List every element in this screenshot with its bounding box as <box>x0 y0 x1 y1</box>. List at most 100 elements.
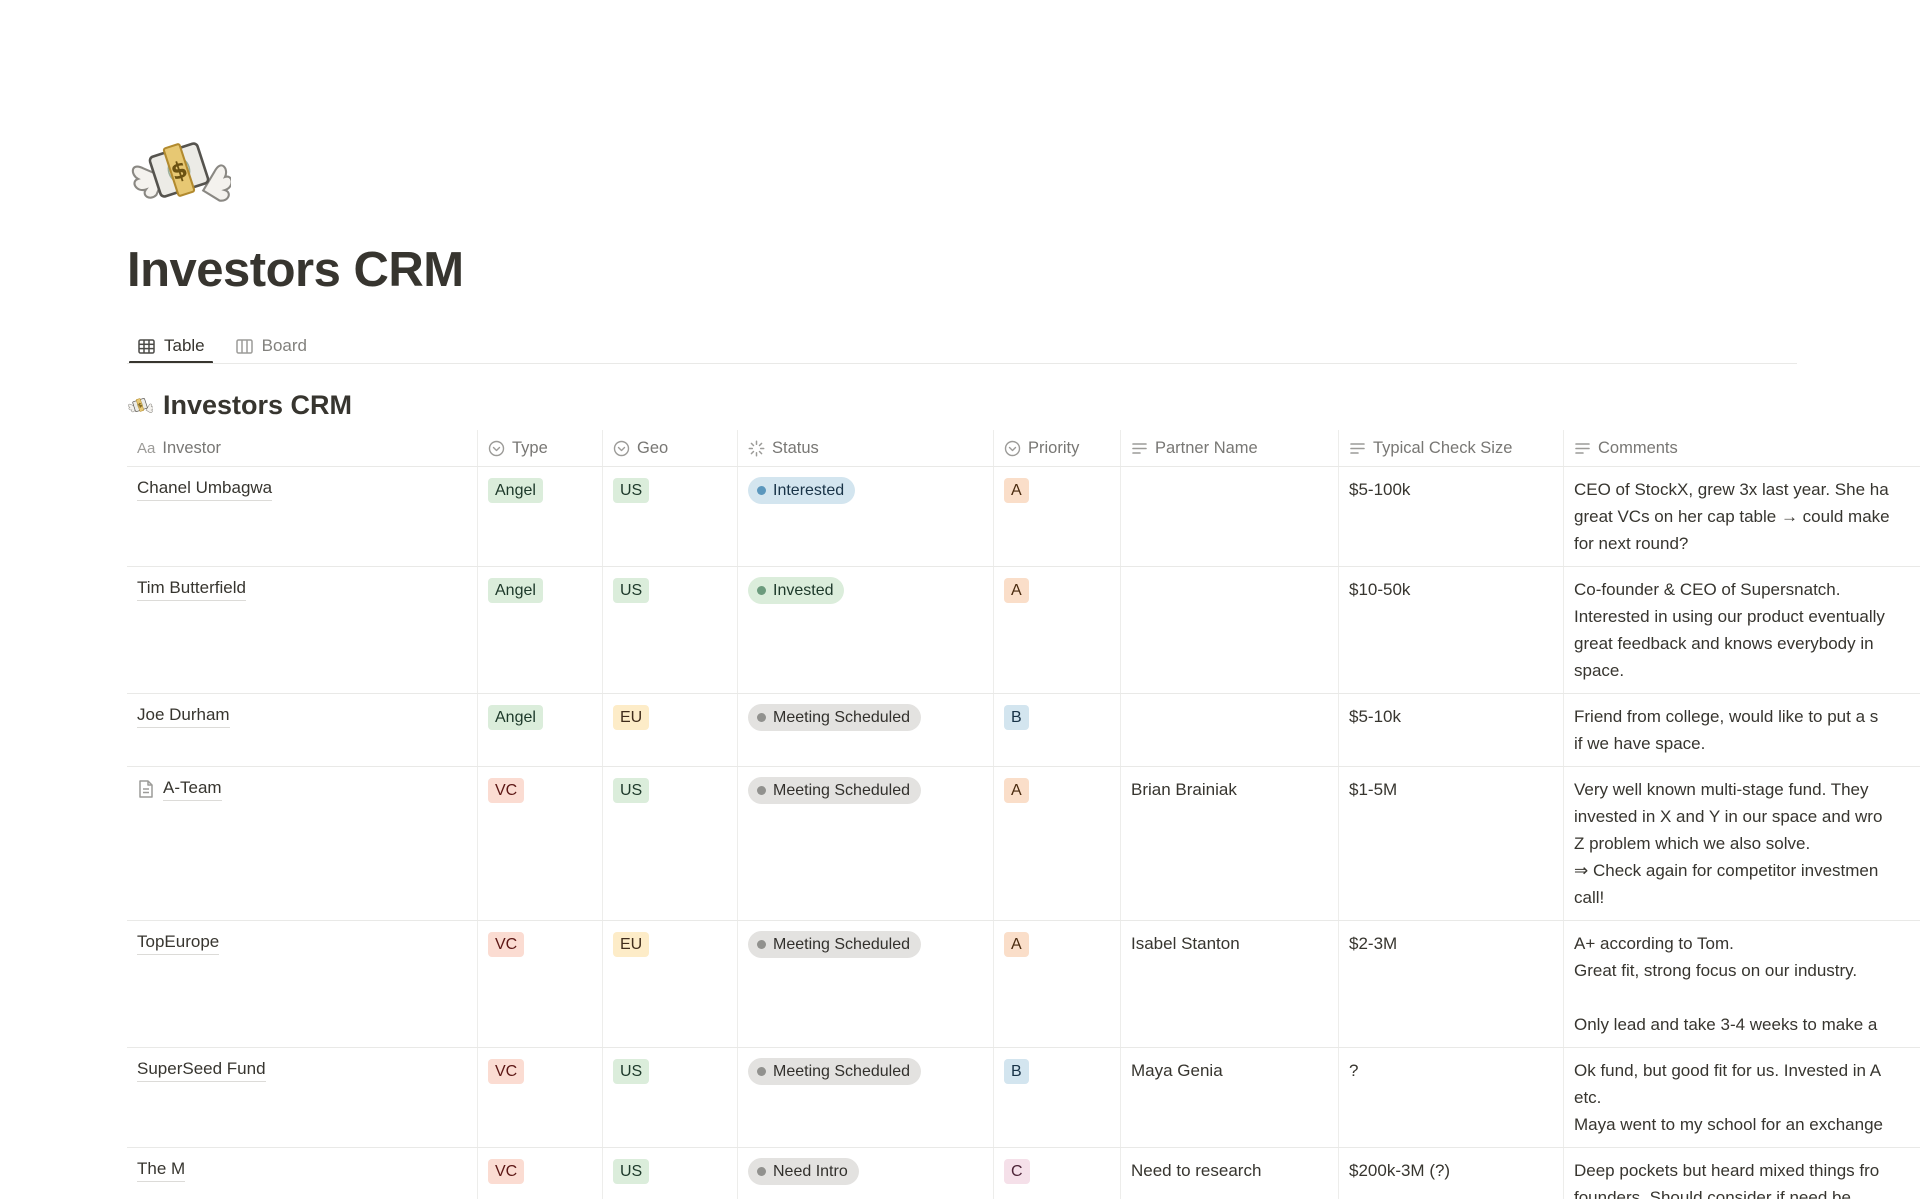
comment-line: Great fit, strong focus on our industry. <box>1574 961 1858 980</box>
type-tag: Angel <box>488 478 543 503</box>
comment-line: founders. Should consider if need be <box>1574 1188 1851 1199</box>
check-size-cell[interactable]: $10-50k <box>1338 567 1563 693</box>
status-cell[interactable]: Interested <box>737 467 993 566</box>
status-dot-icon <box>757 586 766 595</box>
priority-tag: C <box>1004 1159 1030 1184</box>
view-tabs-bar: Table Board <box>127 328 1797 364</box>
column-header-label: Status <box>772 438 819 457</box>
partner-name-cell[interactable]: Isabel Stanton <box>1120 921 1338 1047</box>
priority-cell[interactable]: B <box>993 1048 1120 1147</box>
investor-page-link[interactable]: Tim Butterfield <box>137 576 246 601</box>
priority-cell[interactable]: A <box>993 767 1120 920</box>
investor-cell[interactable]: The M <box>127 1148 477 1199</box>
investor-cell[interactable]: A-Team <box>127 767 477 920</box>
status-dot-icon <box>757 486 766 495</box>
type-cell[interactable]: VC <box>477 1048 602 1147</box>
check-size-text: $5-100k <box>1349 480 1411 499</box>
column-header-comments[interactable]: Comments <box>1563 430 1920 466</box>
check-size-cell[interactable]: $1-5M <box>1338 767 1563 920</box>
column-header-partner-name[interactable]: Partner Name <box>1120 430 1338 466</box>
tab-board[interactable]: Board <box>225 328 317 364</box>
geo-cell[interactable]: EU <box>602 694 737 766</box>
investor-page-link[interactable]: A-Team <box>163 776 222 801</box>
partner-name-cell[interactable]: Brian Brainiak <box>1120 767 1338 920</box>
type-cell[interactable]: Angel <box>477 567 602 693</box>
column-header-geo[interactable]: Geo <box>602 430 737 466</box>
column-header-status[interactable]: Status <box>737 430 993 466</box>
check-size-cell[interactable]: $5-10k <box>1338 694 1563 766</box>
comments-cell[interactable]: Friend from college, would like to put a… <box>1563 694 1920 766</box>
investor-cell[interactable]: Joe Durham <box>127 694 477 766</box>
partner-name-cell[interactable] <box>1120 567 1338 693</box>
investor-cell[interactable]: Chanel Umbagwa <box>127 467 477 566</box>
select-property-icon <box>488 440 505 456</box>
comments-cell[interactable]: Ok fund, but good fit for us. Invested i… <box>1563 1048 1920 1147</box>
column-header-typical-check-size[interactable]: Typical Check Size <box>1338 430 1563 466</box>
check-size-cell[interactable]: $2-3M <box>1338 921 1563 1047</box>
type-cell[interactable]: VC <box>477 767 602 920</box>
column-header-priority[interactable]: Priority <box>993 430 1120 466</box>
comment-line: Z problem which we also solve. <box>1574 834 1811 853</box>
partner-name-cell[interactable]: Need to research <box>1120 1148 1338 1199</box>
check-size-text: $5-10k <box>1349 707 1401 726</box>
investor-cell[interactable]: TopEurope <box>127 921 477 1047</box>
column-header-label: Geo <box>637 438 669 457</box>
comments-cell[interactable]: Very well known multi-stage fund. They in… <box>1563 767 1920 920</box>
partner-name-cell[interactable] <box>1120 694 1338 766</box>
column-header-investor[interactable]: Aa Investor <box>127 430 477 466</box>
geo-tag: EU <box>613 932 650 957</box>
priority-cell[interactable]: A <box>993 467 1120 566</box>
check-size-cell[interactable]: $5-100k <box>1338 467 1563 566</box>
type-cell[interactable]: Angel <box>477 694 602 766</box>
priority-cell[interactable]: B <box>993 694 1120 766</box>
partner-name-text: Need to research <box>1131 1161 1262 1180</box>
investor-page-link[interactable]: Joe Durham <box>137 703 230 728</box>
comment-line: Interested in using our product eventual… <box>1574 607 1885 626</box>
check-size-text: $200k-3M (?) <box>1349 1161 1451 1180</box>
check-size-cell[interactable]: ? <box>1338 1048 1563 1147</box>
priority-tag: A <box>1004 932 1029 957</box>
status-cell[interactable]: Meeting Scheduled <box>737 767 993 920</box>
priority-cell[interactable]: A <box>993 567 1120 693</box>
geo-cell[interactable]: US <box>602 567 737 693</box>
type-tag: VC <box>488 932 525 957</box>
type-cell[interactable]: VC <box>477 1148 602 1199</box>
priority-cell[interactable]: A <box>993 921 1120 1047</box>
column-header-type[interactable]: Type <box>477 430 602 466</box>
investor-page-link[interactable]: The M <box>137 1157 186 1182</box>
comment-line: Friend from college, would like to put a… <box>1574 707 1879 726</box>
comment-line: Deep pockets but heard mixed things fro <box>1574 1161 1880 1180</box>
partner-name-cell[interactable] <box>1120 467 1338 566</box>
geo-cell[interactable]: US <box>602 1048 737 1147</box>
investor-page-link[interactable]: Chanel Umbagwa <box>137 476 273 501</box>
type-cell[interactable]: Angel <box>477 467 602 566</box>
geo-cell[interactable]: US <box>602 467 737 566</box>
status-cell[interactable]: Meeting Scheduled <box>737 694 993 766</box>
money-with-wings-icon[interactable]: $ <box>127 118 233 222</box>
status-cell[interactable]: Need Intro <box>737 1148 993 1199</box>
comments-cell[interactable]: CEO of StockX, grew 3x last year. She ha… <box>1563 467 1920 566</box>
geo-cell[interactable]: EU <box>602 921 737 1047</box>
select-property-icon <box>1004 440 1021 456</box>
status-label: Need Intro <box>773 1163 848 1180</box>
investor-cell[interactable]: SuperSeed Fund <box>127 1048 477 1147</box>
status-cell[interactable]: Meeting Scheduled <box>737 1048 993 1147</box>
comment-line: etc. <box>1574 1088 1602 1107</box>
partner-name-cell[interactable]: Maya Genia <box>1120 1048 1338 1147</box>
status-cell[interactable]: Invested <box>737 567 993 693</box>
comments-cell[interactable]: Co-founder & CEO of Supersnatch. Interest… <box>1563 567 1920 693</box>
investor-page-link[interactable]: TopEurope <box>137 930 220 955</box>
geo-cell[interactable]: US <box>602 1148 737 1199</box>
column-header-label: Typical Check Size <box>1373 438 1513 457</box>
type-cell[interactable]: VC <box>477 921 602 1047</box>
tab-table[interactable]: Table <box>127 328 215 364</box>
comments-cell[interactable]: Deep pockets but heard mixed things fro f… <box>1563 1148 1920 1199</box>
priority-cell[interactable]: C <box>993 1148 1120 1199</box>
geo-cell[interactable]: US <box>602 767 737 920</box>
status-cell[interactable]: Meeting Scheduled <box>737 921 993 1047</box>
column-header-label: Investor <box>162 438 222 457</box>
comments-cell[interactable]: A+ according to Tom. Great fit, strong fo… <box>1563 921 1920 1047</box>
investor-cell[interactable]: Tim Butterfield <box>127 567 477 693</box>
investor-page-link[interactable]: SuperSeed Fund <box>137 1057 266 1082</box>
check-size-cell[interactable]: $200k-3M (?) <box>1338 1148 1563 1199</box>
